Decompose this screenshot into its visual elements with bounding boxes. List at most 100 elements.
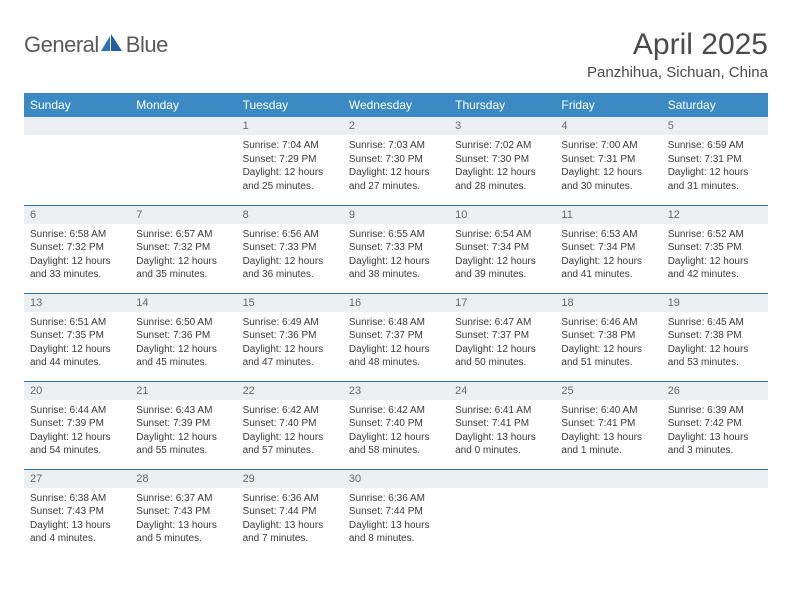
day-detail: Sunrise: 6:36 AMSunset: 7:44 PMDaylight:… <box>343 488 449 546</box>
day-number-bar: 30 <box>343 470 449 488</box>
day-detail: Sunrise: 7:00 AMSunset: 7:31 PMDaylight:… <box>555 135 661 193</box>
day-number-bar <box>662 470 768 488</box>
sunrise-text: Sunrise: 6:58 AM <box>30 228 124 242</box>
daylight-text: Daylight: 12 hours and 31 minutes. <box>668 166 762 193</box>
day-number-bar <box>24 117 130 135</box>
weekday-header: Tuesday <box>237 93 343 117</box>
calendar-day-cell: 13Sunrise: 6:51 AMSunset: 7:35 PMDayligh… <box>24 293 130 381</box>
calendar-day-cell: 5Sunrise: 6:59 AMSunset: 7:31 PMDaylight… <box>662 117 768 205</box>
day-detail: Sunrise: 6:57 AMSunset: 7:32 PMDaylight:… <box>130 224 236 282</box>
daylight-text: Daylight: 12 hours and 27 minutes. <box>349 166 443 193</box>
calendar-week-row: 1Sunrise: 7:04 AMSunset: 7:29 PMDaylight… <box>24 117 768 205</box>
calendar-day-cell: 24Sunrise: 6:41 AMSunset: 7:41 PMDayligh… <box>449 381 555 469</box>
daylight-text: Daylight: 13 hours and 0 minutes. <box>455 431 549 458</box>
weekday-header: Wednesday <box>343 93 449 117</box>
day-detail: Sunrise: 6:50 AMSunset: 7:36 PMDaylight:… <box>130 312 236 370</box>
calendar-empty-cell <box>555 469 661 557</box>
day-number-bar: 29 <box>237 470 343 488</box>
day-detail: Sunrise: 6:37 AMSunset: 7:43 PMDaylight:… <box>130 488 236 546</box>
sunset-text: Sunset: 7:37 PM <box>455 329 549 343</box>
day-detail: Sunrise: 6:52 AMSunset: 7:35 PMDaylight:… <box>662 224 768 282</box>
daylight-text: Daylight: 13 hours and 5 minutes. <box>136 519 230 546</box>
sunset-text: Sunset: 7:40 PM <box>349 417 443 431</box>
sunset-text: Sunset: 7:40 PM <box>243 417 337 431</box>
day-number-bar: 14 <box>130 294 236 312</box>
weekday-header: Thursday <box>449 93 555 117</box>
sunrise-text: Sunrise: 6:59 AM <box>668 139 762 153</box>
location-subtitle: Panzhihua, Sichuan, China <box>587 64 768 81</box>
day-number-bar: 9 <box>343 206 449 224</box>
day-detail: Sunrise: 6:42 AMSunset: 7:40 PMDaylight:… <box>237 400 343 458</box>
sunrise-text: Sunrise: 6:42 AM <box>243 404 337 418</box>
sunrise-text: Sunrise: 6:47 AM <box>455 316 549 330</box>
day-number-bar: 6 <box>24 206 130 224</box>
day-detail: Sunrise: 6:53 AMSunset: 7:34 PMDaylight:… <box>555 224 661 282</box>
sunrise-text: Sunrise: 6:49 AM <box>243 316 337 330</box>
day-number-bar: 12 <box>662 206 768 224</box>
day-detail: Sunrise: 6:59 AMSunset: 7:31 PMDaylight:… <box>662 135 768 193</box>
daylight-text: Daylight: 12 hours and 57 minutes. <box>243 431 337 458</box>
weekday-header: Sunday <box>24 93 130 117</box>
day-number-bar: 11 <box>555 206 661 224</box>
sunrise-text: Sunrise: 6:57 AM <box>136 228 230 242</box>
calendar-day-cell: 17Sunrise: 6:47 AMSunset: 7:37 PMDayligh… <box>449 293 555 381</box>
sunrise-text: Sunrise: 6:36 AM <box>243 492 337 506</box>
calendar-day-cell: 10Sunrise: 6:54 AMSunset: 7:34 PMDayligh… <box>449 205 555 293</box>
calendar-table: SundayMondayTuesdayWednesdayThursdayFrid… <box>24 93 768 557</box>
calendar-day-cell: 20Sunrise: 6:44 AMSunset: 7:39 PMDayligh… <box>24 381 130 469</box>
sunrise-text: Sunrise: 6:48 AM <box>349 316 443 330</box>
sunrise-text: Sunrise: 6:41 AM <box>455 404 549 418</box>
calendar-week-row: 20Sunrise: 6:44 AMSunset: 7:39 PMDayligh… <box>24 381 768 469</box>
sunset-text: Sunset: 7:38 PM <box>668 329 762 343</box>
day-detail: Sunrise: 7:04 AMSunset: 7:29 PMDaylight:… <box>237 135 343 193</box>
daylight-text: Daylight: 12 hours and 44 minutes. <box>30 343 124 370</box>
daylight-text: Daylight: 12 hours and 39 minutes. <box>455 255 549 282</box>
calendar-day-cell: 27Sunrise: 6:38 AMSunset: 7:43 PMDayligh… <box>24 469 130 557</box>
calendar-week-row: 6Sunrise: 6:58 AMSunset: 7:32 PMDaylight… <box>24 205 768 293</box>
calendar-day-cell: 19Sunrise: 6:45 AMSunset: 7:38 PMDayligh… <box>662 293 768 381</box>
daylight-text: Daylight: 12 hours and 35 minutes. <box>136 255 230 282</box>
calendar-day-cell: 11Sunrise: 6:53 AMSunset: 7:34 PMDayligh… <box>555 205 661 293</box>
calendar-day-cell: 26Sunrise: 6:39 AMSunset: 7:42 PMDayligh… <box>662 381 768 469</box>
sunrise-text: Sunrise: 7:03 AM <box>349 139 443 153</box>
sunrise-text: Sunrise: 6:38 AM <box>30 492 124 506</box>
day-number-bar: 25 <box>555 382 661 400</box>
sunset-text: Sunset: 7:30 PM <box>349 153 443 167</box>
day-detail: Sunrise: 7:02 AMSunset: 7:30 PMDaylight:… <box>449 135 555 193</box>
day-number-bar: 23 <box>343 382 449 400</box>
calendar-day-cell: 22Sunrise: 6:42 AMSunset: 7:40 PMDayligh… <box>237 381 343 469</box>
sunrise-text: Sunrise: 7:02 AM <box>455 139 549 153</box>
calendar-day-cell: 7Sunrise: 6:57 AMSunset: 7:32 PMDaylight… <box>130 205 236 293</box>
day-detail: Sunrise: 6:47 AMSunset: 7:37 PMDaylight:… <box>449 312 555 370</box>
sunset-text: Sunset: 7:43 PM <box>136 505 230 519</box>
daylight-text: Daylight: 13 hours and 8 minutes. <box>349 519 443 546</box>
calendar-day-cell: 8Sunrise: 6:56 AMSunset: 7:33 PMDaylight… <box>237 205 343 293</box>
sunset-text: Sunset: 7:29 PM <box>243 153 337 167</box>
day-detail: Sunrise: 6:39 AMSunset: 7:42 PMDaylight:… <box>662 400 768 458</box>
sunset-text: Sunset: 7:44 PM <box>243 505 337 519</box>
daylight-text: Daylight: 13 hours and 3 minutes. <box>668 431 762 458</box>
calendar-empty-cell <box>130 117 236 205</box>
day-number-bar: 4 <box>555 117 661 135</box>
day-detail: Sunrise: 6:36 AMSunset: 7:44 PMDaylight:… <box>237 488 343 546</box>
sunrise-text: Sunrise: 6:52 AM <box>668 228 762 242</box>
calendar-header-row: SundayMondayTuesdayWednesdayThursdayFrid… <box>24 93 768 117</box>
title-block: April 2025 Panzhihua, Sichuan, China <box>587 28 768 81</box>
day-number-bar <box>555 470 661 488</box>
day-detail: Sunrise: 6:38 AMSunset: 7:43 PMDaylight:… <box>24 488 130 546</box>
day-detail: Sunrise: 6:45 AMSunset: 7:38 PMDaylight:… <box>662 312 768 370</box>
daylight-text: Daylight: 12 hours and 42 minutes. <box>668 255 762 282</box>
sunset-text: Sunset: 7:34 PM <box>455 241 549 255</box>
day-number-bar <box>130 117 236 135</box>
calendar-day-cell: 4Sunrise: 7:00 AMSunset: 7:31 PMDaylight… <box>555 117 661 205</box>
calendar-day-cell: 6Sunrise: 6:58 AMSunset: 7:32 PMDaylight… <box>24 205 130 293</box>
day-number-bar: 10 <box>449 206 555 224</box>
day-number-bar: 20 <box>24 382 130 400</box>
sunset-text: Sunset: 7:38 PM <box>561 329 655 343</box>
sunset-text: Sunset: 7:30 PM <box>455 153 549 167</box>
calendar-day-cell: 16Sunrise: 6:48 AMSunset: 7:37 PMDayligh… <box>343 293 449 381</box>
sunrise-text: Sunrise: 6:42 AM <box>349 404 443 418</box>
daylight-text: Daylight: 12 hours and 54 minutes. <box>30 431 124 458</box>
daylight-text: Daylight: 12 hours and 48 minutes. <box>349 343 443 370</box>
weekday-header: Saturday <box>662 93 768 117</box>
